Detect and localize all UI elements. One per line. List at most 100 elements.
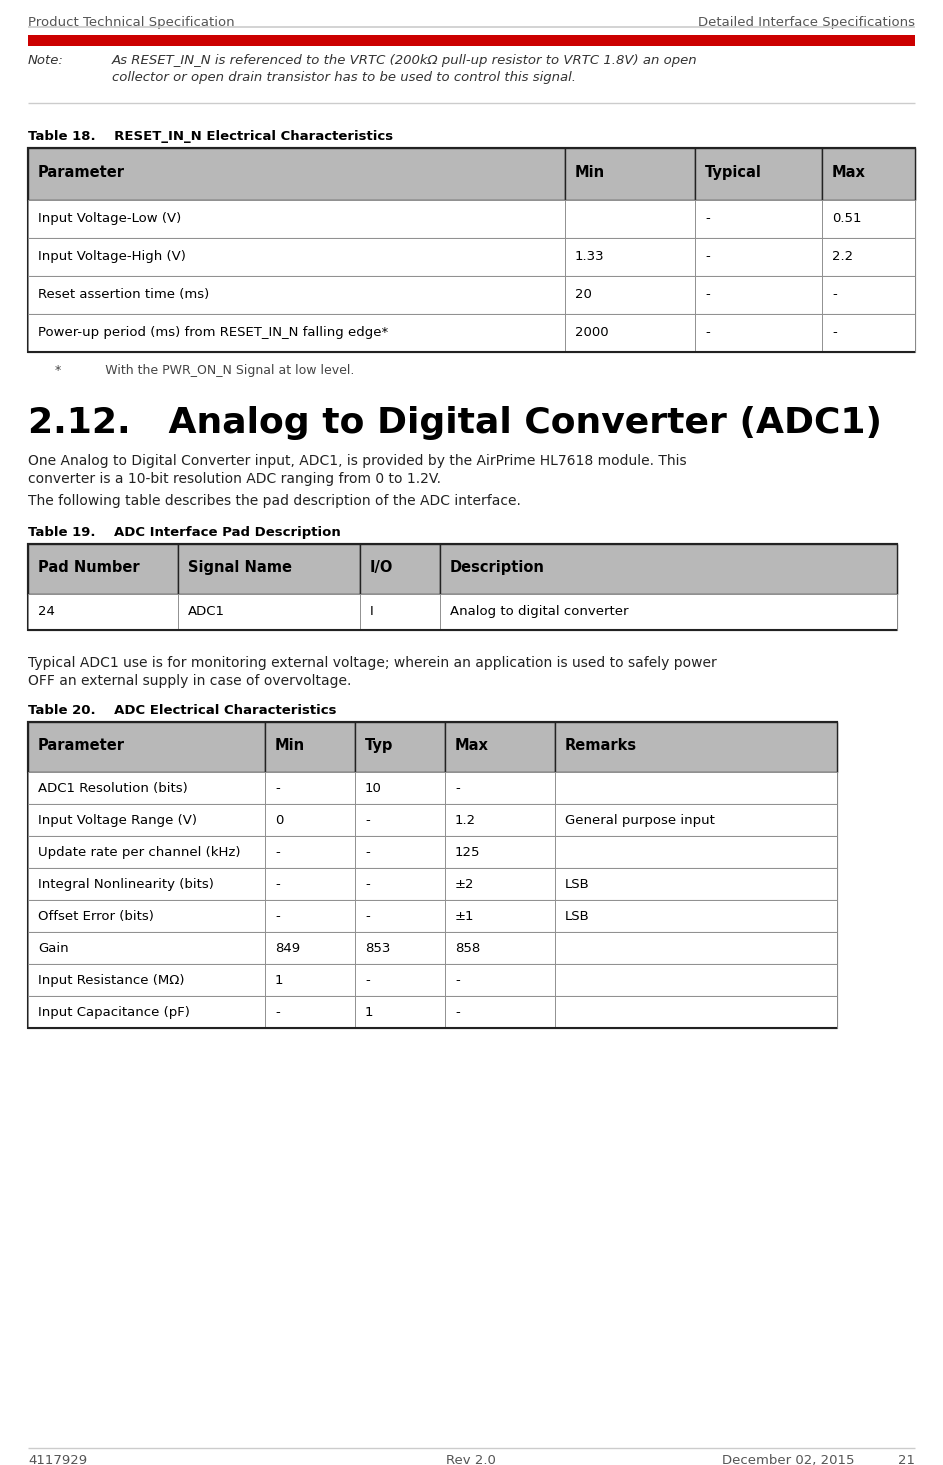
Text: -: -	[705, 289, 710, 300]
Text: Typical: Typical	[705, 166, 762, 180]
Bar	[565, 314, 695, 352]
Bar	[695, 237, 822, 275]
Bar	[355, 772, 445, 804]
Text: Integral Nonlinearity (bits): Integral Nonlinearity (bits)	[38, 878, 214, 891]
Text: Offset Error (bits): Offset Error (bits)	[38, 910, 154, 923]
Text: Detailed Interface Specifications: Detailed Interface Specifications	[698, 16, 915, 29]
Text: -: -	[275, 782, 280, 795]
Bar	[265, 900, 355, 932]
Text: 1.2: 1.2	[455, 815, 476, 828]
Bar	[28, 867, 265, 900]
Text: -: -	[705, 327, 710, 338]
Text: Input Capacitance (pF): Input Capacitance (pF)	[38, 1006, 190, 1020]
Text: 2.12.   Analog to Digital Converter (ADC1): 2.12. Analog to Digital Converter (ADC1)	[28, 406, 882, 439]
Text: -: -	[365, 974, 370, 987]
Bar	[265, 996, 355, 1028]
Text: -: -	[275, 878, 280, 891]
Text: -: -	[275, 845, 280, 858]
Bar	[445, 804, 555, 837]
Text: ADC1: ADC1	[188, 605, 225, 618]
Text: 0.51: 0.51	[832, 212, 862, 226]
Text: -: -	[455, 974, 460, 987]
Text: -: -	[705, 212, 710, 226]
Bar	[28, 804, 265, 837]
Bar	[28, 996, 265, 1028]
Bar	[822, 275, 915, 314]
Text: Min: Min	[575, 166, 605, 180]
Text: 2.2: 2.2	[832, 251, 853, 264]
Text: Typical ADC1 use is for monitoring external voltage; wherein an application is u: Typical ADC1 use is for monitoring exter…	[28, 656, 717, 689]
Bar	[28, 275, 565, 314]
Text: Parameter: Parameter	[38, 738, 125, 753]
Text: I/O: I/O	[370, 560, 393, 574]
Text: 24: 24	[38, 605, 55, 618]
Text: Gain: Gain	[38, 942, 69, 955]
Bar	[695, 275, 822, 314]
Bar	[355, 964, 445, 996]
Bar	[265, 932, 355, 964]
Bar	[565, 237, 695, 275]
Text: Description: Description	[450, 560, 545, 574]
Text: Typ: Typ	[365, 738, 393, 753]
Bar	[355, 837, 445, 867]
Bar	[445, 722, 555, 772]
Bar	[28, 837, 265, 867]
Text: 1.33: 1.33	[575, 251, 604, 264]
Text: -: -	[275, 1006, 280, 1020]
Text: 10: 10	[365, 782, 382, 795]
Bar	[822, 148, 915, 201]
Bar	[28, 201, 565, 237]
Text: Input Voltage-Low (V): Input Voltage-Low (V)	[38, 212, 181, 226]
Text: One Analog to Digital Converter input, ADC1, is provided by the AirPrime HL7618 : One Analog to Digital Converter input, A…	[28, 454, 687, 486]
Bar	[28, 900, 265, 932]
Text: Input Voltage Range (V): Input Voltage Range (V)	[38, 815, 197, 828]
Text: LSB: LSB	[565, 878, 589, 891]
Bar	[445, 837, 555, 867]
Bar	[360, 544, 440, 593]
Bar	[695, 314, 822, 352]
Text: -: -	[455, 782, 460, 795]
Text: ADC1 Resolution (bits): ADC1 Resolution (bits)	[38, 782, 188, 795]
Bar	[28, 148, 565, 201]
Bar	[28, 722, 837, 1028]
Bar	[28, 722, 837, 772]
Text: Note:: Note:	[28, 54, 64, 67]
Bar	[565, 148, 695, 201]
Text: -: -	[455, 1006, 460, 1020]
Bar	[28, 544, 178, 593]
Bar	[355, 932, 445, 964]
Text: 20: 20	[575, 289, 592, 300]
Bar	[445, 772, 555, 804]
Bar	[28, 544, 897, 630]
Bar	[28, 964, 265, 996]
Bar	[445, 900, 555, 932]
Bar	[28, 35, 915, 45]
Bar	[265, 867, 355, 900]
Text: -: -	[705, 251, 710, 264]
Bar	[360, 593, 440, 630]
Bar	[555, 932, 837, 964]
Text: Analog to digital converter: Analog to digital converter	[450, 605, 628, 618]
Bar	[565, 275, 695, 314]
Text: 858: 858	[455, 942, 480, 955]
Bar	[265, 722, 355, 772]
Text: Max: Max	[832, 166, 866, 180]
Text: As RESET_IN_N is referenced to the VRTC (200kΩ pull-up resistor to VRTC 1.8V) an: As RESET_IN_N is referenced to the VRTC …	[112, 54, 698, 84]
Text: Input Resistance (MΩ): Input Resistance (MΩ)	[38, 974, 185, 987]
Bar	[178, 544, 360, 593]
Bar	[265, 804, 355, 837]
Bar	[28, 237, 565, 275]
Bar	[355, 867, 445, 900]
Text: -: -	[832, 289, 836, 300]
Bar	[555, 867, 837, 900]
Text: Table 19.    ADC Interface Pad Description: Table 19. ADC Interface Pad Description	[28, 526, 340, 539]
Text: The following table describes the pad description of the ADC interface.: The following table describes the pad de…	[28, 494, 521, 508]
Bar	[555, 772, 837, 804]
Bar	[28, 544, 897, 593]
Text: General purpose input: General purpose input	[565, 815, 715, 828]
Text: Input Voltage-High (V): Input Voltage-High (V)	[38, 251, 186, 264]
Text: LSB: LSB	[565, 910, 589, 923]
Text: Parameter: Parameter	[38, 166, 125, 180]
Text: -: -	[832, 327, 836, 338]
Text: ±1: ±1	[455, 910, 474, 923]
